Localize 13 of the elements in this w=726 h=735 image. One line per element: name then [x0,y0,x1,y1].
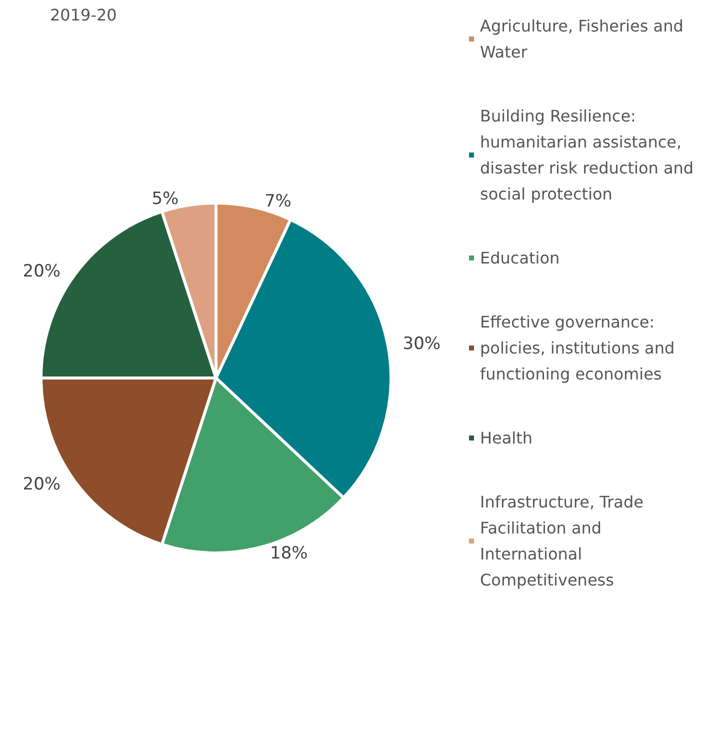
chart-title: 2019-20 [50,6,117,24]
data-label: 20% [22,474,61,494]
data-label: 7% [264,191,292,212]
legend-label: Building Resilience: humanitarian assistance, disaster risk reduction and social protection [480,106,699,204]
data-label: 20% [22,262,61,282]
legend-label: Effective governance: policies, institutions and functioning economies [480,312,680,384]
data-label: 30% [402,334,441,354]
data-label: 5% [152,189,179,210]
legend-label: Infrastructure, Trade Facilitation and International Competitiveness [480,492,649,590]
data-label: 18% [270,543,308,564]
legend-label: Health [480,428,533,448]
legend-label: Agriculture, Fisheries and Water [480,16,688,62]
legend-label: Education [480,248,560,268]
